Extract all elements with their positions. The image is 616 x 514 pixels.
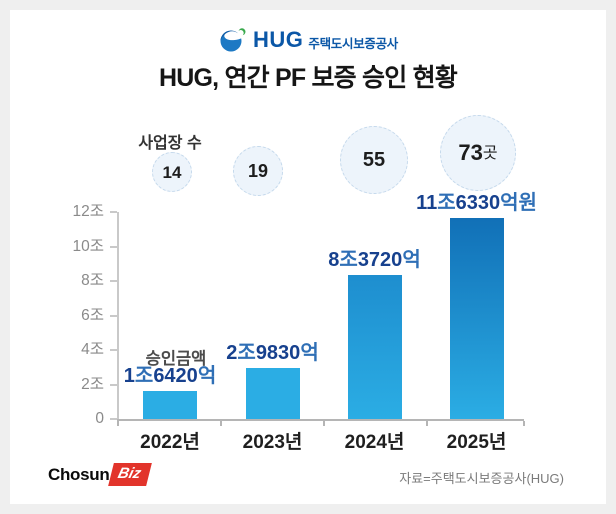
bar-value-label: 8조3720억 xyxy=(328,249,420,272)
page-title: HUG, 연간 PF 보증 승인 현황 xyxy=(159,64,458,92)
year-label: 2024년 xyxy=(344,432,405,453)
y-axis-tick xyxy=(110,211,117,213)
x-axis-tick xyxy=(522,421,525,426)
value-unit: 조 xyxy=(437,192,456,215)
y-axis-tick xyxy=(110,349,117,351)
year-label: 2025년 xyxy=(446,432,507,453)
x-axis-tick xyxy=(323,421,325,426)
bar-value-label: 1조6420억 xyxy=(124,365,216,388)
value-number: 2 xyxy=(226,341,238,364)
y-axis-tick xyxy=(110,245,117,248)
y-axis-tick-label: 4조 xyxy=(81,341,104,358)
site-count-value: 19 xyxy=(247,161,269,181)
y-axis-tick-label: 8조 xyxy=(81,272,104,289)
x-axis-tick xyxy=(117,421,119,426)
value-number: 3720 xyxy=(357,248,403,271)
bar xyxy=(449,218,504,419)
value-unit: 조 xyxy=(134,364,154,387)
card-background xyxy=(10,10,606,504)
site-count-suffix: 곳 xyxy=(482,145,498,162)
y-axis-tick xyxy=(110,418,117,420)
year-label: 2022년 xyxy=(140,432,200,453)
y-axis-line xyxy=(117,212,119,421)
chosunbiz-logo: Chosun Biz xyxy=(48,463,152,486)
hug-logo-icon xyxy=(220,26,248,52)
y-axis-tick-label: 6조 xyxy=(81,306,104,324)
bar-value-label: 11조6330억원 xyxy=(416,192,537,215)
value-number: 9830 xyxy=(255,341,301,364)
bar xyxy=(347,274,402,419)
y-axis-tick-label: 12조 xyxy=(72,203,104,220)
site-count-circle: 14 xyxy=(152,152,192,192)
value-unit: 억 xyxy=(402,248,421,271)
x-axis-tick xyxy=(425,421,428,426)
y-axis-tick-label: 10조 xyxy=(72,237,104,255)
value-number: 6420 xyxy=(153,364,198,387)
source-credit: 자료=주택도시보증공사(HUG) xyxy=(399,471,564,486)
value-number: 1 xyxy=(123,364,135,387)
value-unit: 억원 xyxy=(500,192,537,215)
x-axis-tick xyxy=(220,421,222,426)
value-number: 6330 xyxy=(455,192,501,215)
value-number: 11 xyxy=(416,192,438,215)
biz-logo-badge: Biz xyxy=(108,463,152,486)
chosun-logo-text: Chosun xyxy=(48,464,110,484)
value-unit: 억 xyxy=(300,341,319,364)
x-axis-line xyxy=(117,419,524,421)
amount-label: 승인금액 xyxy=(145,350,207,368)
value-unit: 조 xyxy=(237,341,256,364)
value-number: 8 xyxy=(328,248,340,271)
site-count-circle: 55 xyxy=(340,126,408,194)
site-count-value: 73 xyxy=(458,140,483,165)
hug-logo-subtext: 주택도시보증공사 xyxy=(308,36,398,51)
value-unit: 억 xyxy=(197,364,217,387)
bar xyxy=(245,367,300,419)
bar-value-label: 2조9830억 xyxy=(226,342,318,365)
site-count-circle: 73 곳 xyxy=(440,115,516,191)
year-label: 2023년 xyxy=(242,432,303,453)
y-axis-tick xyxy=(110,383,117,386)
site-count-value: 55 xyxy=(362,149,386,171)
y-axis-tick-label: 2조 xyxy=(81,375,104,393)
y-axis-tick xyxy=(110,314,117,317)
value-unit: 조 xyxy=(339,248,358,271)
site-count-value: 14 xyxy=(162,162,182,182)
y-axis-tick-label: 0 xyxy=(95,410,104,427)
y-axis-tick xyxy=(110,280,117,282)
site-count-circle: 19 xyxy=(233,146,283,196)
bar xyxy=(143,390,197,419)
hug-logo: HUG 주택도시보증공사 xyxy=(0,26,616,53)
hug-logo-text: HUG xyxy=(253,26,304,52)
site-count-label: 사업장 수 xyxy=(138,135,202,152)
